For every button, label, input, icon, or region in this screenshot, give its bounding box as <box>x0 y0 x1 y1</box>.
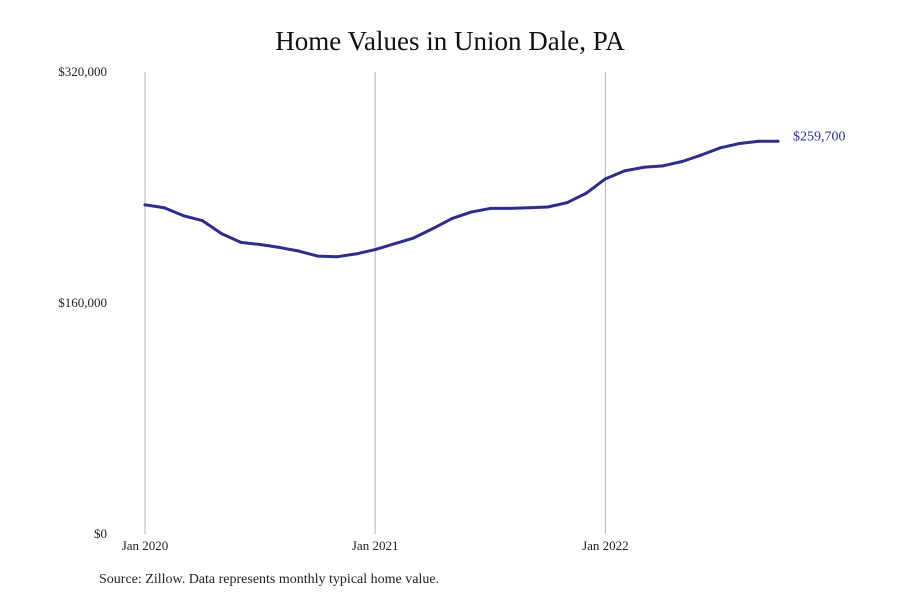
data-point <box>623 169 627 173</box>
data-point <box>431 227 435 231</box>
data-point <box>776 139 780 143</box>
data-point <box>335 255 339 259</box>
data-point <box>258 243 262 247</box>
data-point <box>143 203 147 207</box>
data-point <box>661 164 665 168</box>
x-tick-label: Jan 2020 <box>122 538 169 553</box>
data-point <box>181 214 185 218</box>
x-tick-label: Jan 2022 <box>582 538 629 553</box>
data-point <box>469 210 473 214</box>
data-point <box>316 254 320 258</box>
y-tick-label: $160,000 <box>58 295 107 310</box>
data-point <box>507 206 511 210</box>
data-point <box>546 205 550 209</box>
data-point <box>412 236 416 240</box>
data-point <box>527 206 531 210</box>
data-point <box>239 240 243 244</box>
x-tick-label: Jan 2021 <box>352 538 399 553</box>
x-axis-ticks: Jan 2020 Jan 2021 Jan 2022 <box>122 538 629 553</box>
data-point <box>738 141 742 145</box>
data-point <box>450 217 454 221</box>
chart-title: Home Values in Union Dale, PA <box>275 26 625 56</box>
data-point <box>373 248 377 252</box>
data-point <box>642 165 646 169</box>
data-point <box>565 201 569 205</box>
gridlines <box>144 72 606 534</box>
data-point <box>392 242 396 246</box>
series-line <box>143 139 780 259</box>
data-point <box>162 206 166 210</box>
data-point <box>296 249 300 253</box>
data-point <box>718 146 722 150</box>
data-point <box>201 219 205 223</box>
data-point <box>680 160 684 164</box>
y-axis-ticks: $0 $160,000 $320,000 <box>58 64 107 541</box>
data-point <box>220 232 224 236</box>
data-point <box>757 139 761 143</box>
series-points <box>143 139 780 259</box>
end-value-label: $259,700 <box>793 129 846 144</box>
data-point <box>354 252 358 256</box>
data-point <box>584 191 588 195</box>
data-point <box>277 245 281 249</box>
y-tick-label: $320,000 <box>58 64 107 79</box>
source-note: Source: Zillow. Data represents monthly … <box>99 572 440 587</box>
data-point <box>488 206 492 210</box>
data-point <box>603 177 607 181</box>
y-tick-label: $0 <box>94 526 107 541</box>
data-point <box>699 153 703 157</box>
